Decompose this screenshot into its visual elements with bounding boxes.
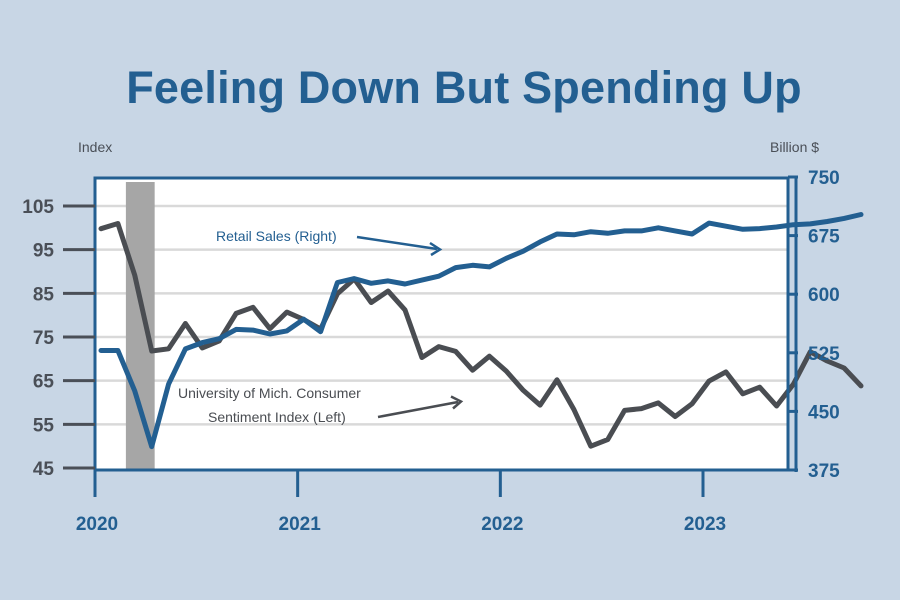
chart-title: Feeling Down But Spending Up (126, 62, 802, 113)
annotation-sentiment-line2: Sentiment Index (Left) (208, 409, 346, 425)
plot-frame (93, 176, 790, 472)
left-tick-label: 105 (22, 197, 54, 218)
left-tick-label: 45 (33, 459, 55, 480)
right-axis-unit-label: Billion $ (770, 139, 820, 155)
x-axis: 2020 2021 2022 2023 (76, 470, 726, 535)
left-axis-unit-label: Index (78, 139, 113, 155)
retail-sales-line (98, 212, 864, 450)
annotation-retail-sales: Retail Sales (Right) (216, 228, 337, 244)
recession-shading (125, 182, 155, 470)
annotation-retail-arrow (356, 235, 443, 257)
plot-background (95, 178, 788, 470)
annotation-sentiment-arrow (377, 395, 464, 419)
sentiment-line (98, 221, 864, 449)
series-lines (98, 212, 864, 450)
left-tick-label: 95 (33, 241, 55, 262)
right-tick-label: 525 (808, 344, 840, 365)
left-tick-label: 85 (33, 284, 55, 305)
x-tick-label: 2023 (684, 514, 726, 535)
x-tick-label: 2021 (279, 514, 322, 535)
right-tick-label: 675 (808, 227, 840, 248)
right-axis: 375 450 525 600 675 750 (788, 168, 840, 482)
x-tick-label: 2022 (481, 514, 523, 535)
right-tick-label: 450 (808, 402, 840, 423)
left-tick-label: 75 (33, 328, 55, 349)
annotation-sentiment-line1: University of Mich. Consumer (178, 385, 361, 401)
right-tick-label: 750 (808, 168, 840, 189)
x-tick-label: 2020 (76, 514, 118, 535)
left-axis: 45 55 65 75 85 95 105 (22, 197, 95, 480)
gridlines (95, 204, 788, 426)
right-tick-label: 375 (808, 461, 840, 482)
right-tick-label: 600 (808, 285, 840, 306)
left-tick-label: 55 (33, 415, 55, 436)
left-tick-label: 65 (33, 372, 55, 393)
